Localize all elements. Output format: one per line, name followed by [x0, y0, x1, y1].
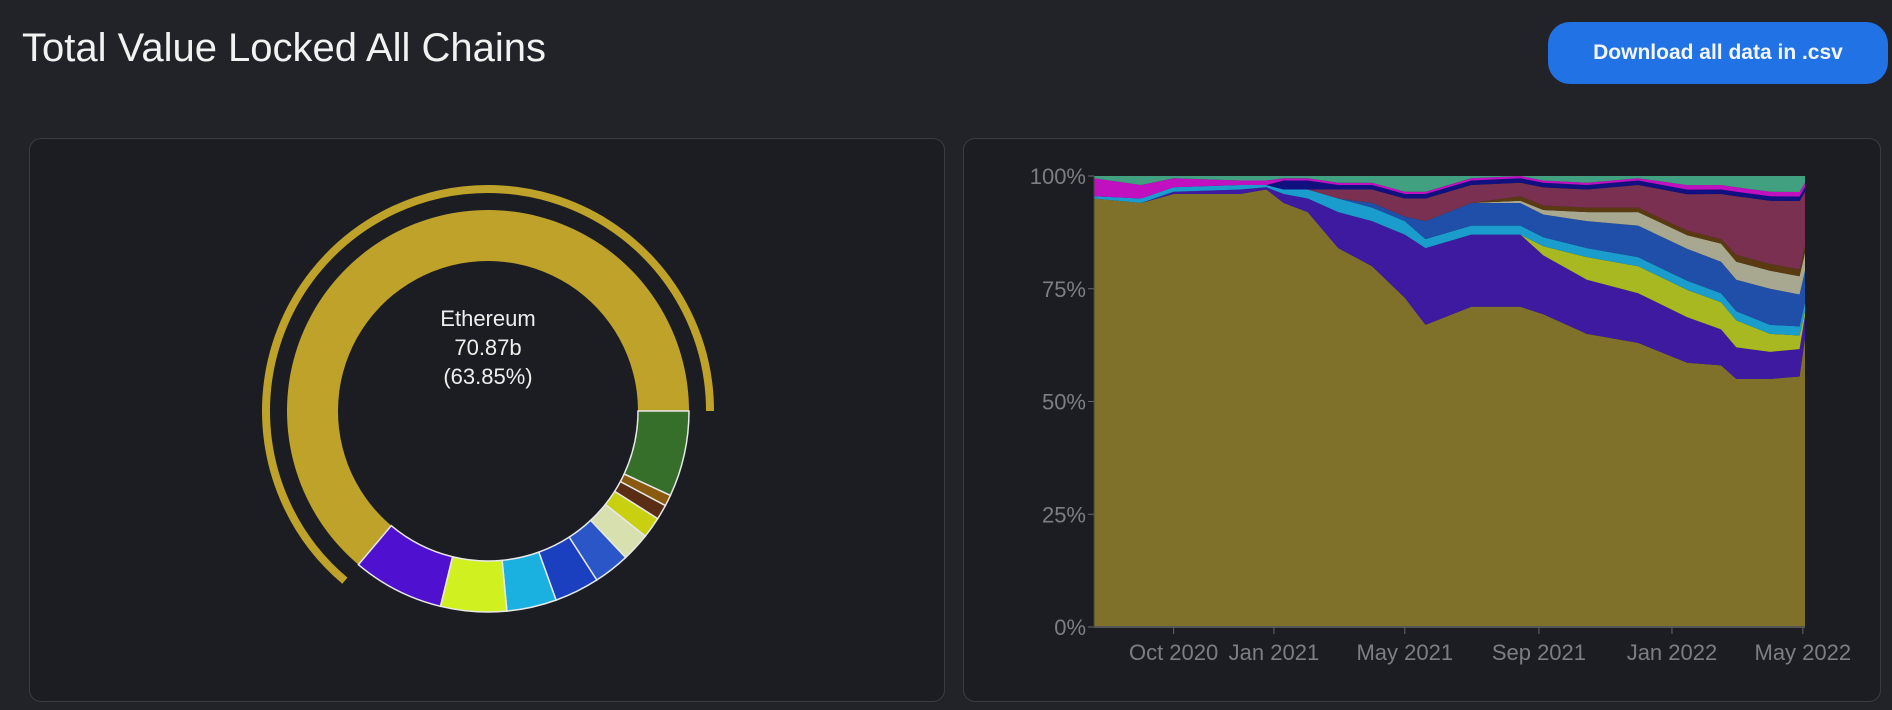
- area-series[interactable]: [1094, 185, 1805, 327]
- center-chain-name: Ethereum: [440, 306, 536, 331]
- area-series[interactable]: [1094, 185, 1805, 277]
- donut-slice-ethereum[interactable]: [287, 209, 689, 565]
- active-slice-highlight-arc: [262, 185, 714, 584]
- area-series[interactable]: [1094, 176, 1805, 192]
- donut-chart: [262, 185, 714, 613]
- stacked-area-chart: 0% 25% 50% 75% 100% Oct 2020 Jan 2021 May 2021 S…: [1030, 164, 1852, 665]
- y-tick-label: 100%: [1030, 164, 1086, 189]
- center-chain-percent: (63.85%): [443, 364, 533, 389]
- y-tick-label: 50%: [1042, 390, 1086, 415]
- y-tick-label: 25%: [1042, 502, 1086, 527]
- center-chain-value: 70.87b: [454, 335, 522, 360]
- area-series[interactable]: [1094, 176, 1805, 199]
- area-series[interactable]: [1094, 185, 1805, 295]
- x-tick-label: Jan 2021: [1229, 640, 1320, 665]
- y-tick-label: 0%: [1054, 615, 1086, 640]
- donut-chart-panel: Ethereum 70.87b (63.85%): [29, 138, 945, 702]
- donut-center-label: Ethereum 70.87b (63.85%): [388, 304, 588, 391]
- page-title: Total Value Locked All Chains: [22, 26, 547, 70]
- donut-slice[interactable]: [357, 524, 454, 608]
- area-series[interactable]: [1094, 187, 1805, 379]
- area-series[interactable]: [1094, 187, 1805, 352]
- x-tick-label: Oct 2020: [1129, 640, 1218, 665]
- download-csv-button[interactable]: Download all data in .csv: [1548, 22, 1888, 84]
- area-series[interactable]: [1094, 189, 1805, 627]
- y-tick-label: 75%: [1042, 277, 1086, 302]
- area-series[interactable]: [1094, 182, 1805, 270]
- x-tick-label: May 2022: [1755, 640, 1852, 665]
- area-chart-panel: 0% 25% 50% 75% 100% Oct 2020 Jan 2021 May 2021 S…: [963, 138, 1881, 702]
- x-tick-label: Sep 2021: [1492, 640, 1586, 665]
- x-tick-label: May 2021: [1356, 640, 1453, 665]
- x-tick-label: Jan 2022: [1627, 640, 1718, 665]
- area-series[interactable]: [1094, 178, 1805, 202]
